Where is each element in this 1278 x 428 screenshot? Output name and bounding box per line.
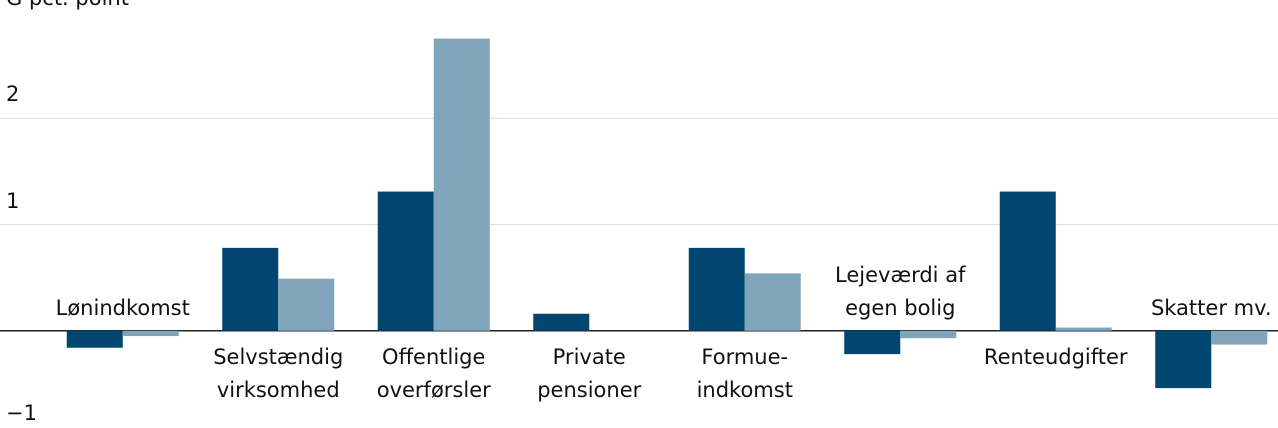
bar <box>1211 330 1268 345</box>
y-tick-label: 2 <box>6 82 20 107</box>
bar <box>433 38 490 331</box>
bar <box>1055 327 1112 331</box>
x-tick-label: Offentlige overførsler <box>376 344 491 402</box>
x-tick-label: Selvstændig virksomhed <box>213 344 344 402</box>
x-tick-label: Private pensioner <box>537 344 642 402</box>
x-tick-label: Formue- indkomst <box>696 344 793 402</box>
bar <box>377 191 434 331</box>
y-tick-label: −1 <box>6 401 37 425</box>
x-tick-label: Lejeværdi af egen bolig <box>835 262 966 320</box>
bar <box>744 273 801 331</box>
bar <box>1155 330 1212 389</box>
bar <box>278 278 335 331</box>
bar <box>999 191 1056 331</box>
y-axis-label: G pct. point <box>6 0 129 10</box>
bar <box>66 330 123 348</box>
bar <box>122 330 179 337</box>
bar <box>688 247 745 331</box>
bar <box>533 313 590 331</box>
bar <box>222 247 279 331</box>
x-tick-label: Lønindkomst <box>55 295 190 320</box>
x-tick-label: Skatter mv. <box>1150 295 1272 320</box>
x-tick-label: Renteudgifter <box>983 344 1128 369</box>
bar <box>844 330 901 355</box>
y-tick-label: 1 <box>6 188 20 213</box>
bar <box>900 330 957 339</box>
